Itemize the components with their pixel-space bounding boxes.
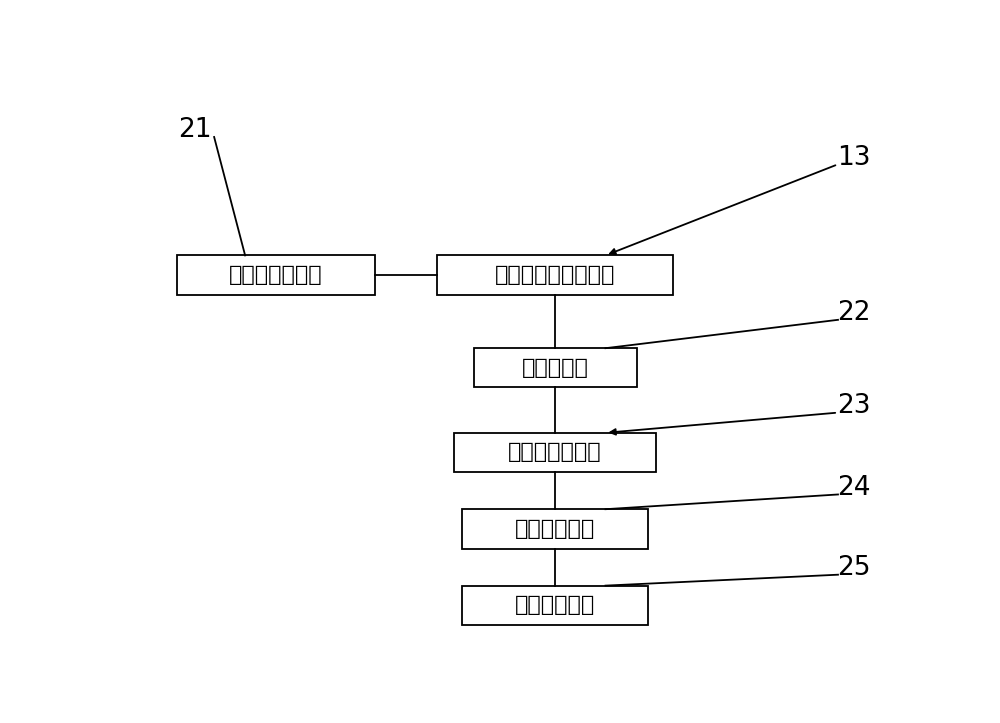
Bar bbox=[462, 509, 648, 549]
Bar bbox=[454, 433, 656, 472]
Text: 24: 24 bbox=[837, 475, 870, 501]
Text: 压力传感器模块: 压力传感器模块 bbox=[229, 265, 323, 285]
Bar bbox=[474, 348, 637, 388]
Text: 21: 21 bbox=[178, 117, 212, 143]
Text: 22: 22 bbox=[837, 300, 870, 326]
Text: 13: 13 bbox=[837, 145, 870, 171]
Bar bbox=[177, 255, 375, 295]
Bar bbox=[462, 586, 648, 625]
Text: 油缸阀控制模块: 油缸阀控制模块 bbox=[508, 442, 602, 463]
Text: 液压活塞模块: 液压活塞模块 bbox=[515, 519, 595, 539]
Text: 25: 25 bbox=[837, 555, 870, 581]
Text: 高压泵模块: 高压泵模块 bbox=[522, 358, 589, 378]
Text: 23: 23 bbox=[837, 393, 870, 419]
Bar bbox=[437, 255, 673, 295]
Text: 滑块控制模块: 滑块控制模块 bbox=[515, 595, 595, 615]
Text: 电液伺服比例阀模块: 电液伺服比例阀模块 bbox=[495, 265, 615, 285]
